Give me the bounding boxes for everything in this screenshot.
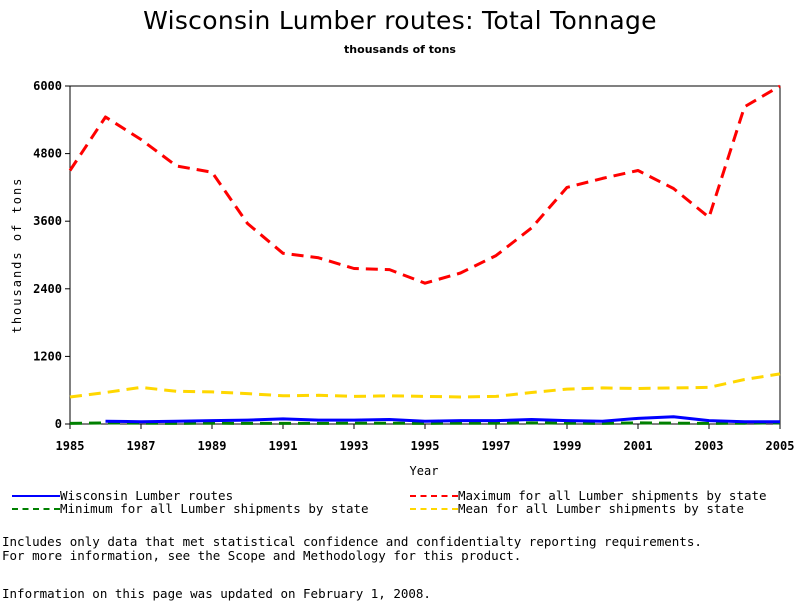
legend-item-maximum: Maximum for all Lumber shipments by stat… [410,488,767,503]
legend-label-wisconsin: Wisconsin Lumber routes [60,488,234,503]
legend-swatch-minimum [12,507,60,510]
y-tick-label: 4800 [33,147,62,161]
x-axis-title: Year [410,464,439,478]
chart-subtitle: thousands of tons [344,43,456,56]
y-axis-title: thousands of tons [10,177,24,334]
y-tick-label: 0 [55,417,62,431]
footnote-line: For more information, see the Scope and … [2,548,522,563]
footnotes: Includes only data that met statistical … [2,535,702,563]
series-line-1 [68,84,781,285]
footnote-line: Includes only data that met statistical … [2,534,702,549]
legend-swatch-wisconsin [12,494,60,497]
x-tick-label: 1989 [198,439,227,453]
update-note: Information on this page was updated on … [2,586,431,601]
legend-swatch-maximum [410,494,458,497]
x-tick-label: 1993 [340,439,369,453]
y-tick-label: 3600 [33,214,62,228]
series-line-0 [105,415,780,424]
x-tick-label: 1997 [482,439,511,453]
plot-frame [69,85,781,425]
legend-label-mean: Mean for all Lumber shipments by state [458,501,744,516]
x-tick-label: 1995 [411,439,440,453]
legend-label-maximum: Maximum for all Lumber shipments by stat… [458,488,767,503]
y-tick-label: 6000 [33,79,62,93]
x-tick-label: 1987 [127,439,156,453]
legend: Wisconsin Lumber routes Maximum for all … [0,486,800,516]
legend-label-minimum: Minimum for all Lumber shipments by stat… [60,501,369,516]
x-tick-label: 2005 [766,439,795,453]
legend-swatch-mean [410,507,458,510]
series-line-3 [69,372,781,399]
y-tick-label: 1200 [33,349,62,363]
legend-item-minimum: Minimum for all Lumber shipments by stat… [12,501,369,516]
series-line-2 [69,421,781,425]
chart-title: Wisconsin Lumber routes: Total Tonnage [143,6,657,35]
legend-item-mean: Mean for all Lumber shipments by state [410,501,744,516]
legend-item-wisconsin: Wisconsin Lumber routes [12,488,233,503]
y-tick-label: 2400 [33,282,62,296]
x-tick-label: 1999 [553,439,582,453]
x-tick-label: 1991 [269,439,298,453]
x-tick-label: 2003 [695,439,724,453]
x-tick-label: 1985 [56,439,85,453]
x-tick-label: 2001 [624,439,653,453]
